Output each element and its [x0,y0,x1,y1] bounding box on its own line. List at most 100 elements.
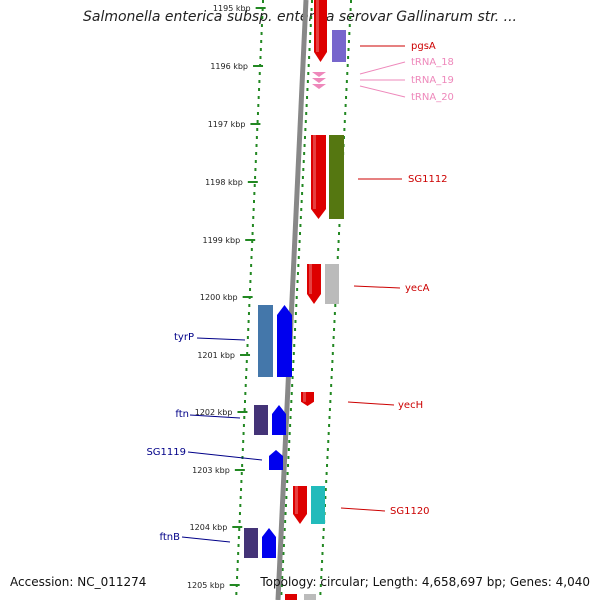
track-dot [286,472,289,475]
track-dot [255,152,258,155]
gene-label-yech[interactable]: yecH [398,400,423,411]
track-dot [250,248,253,251]
track-dot [321,544,324,547]
track-dot [257,96,260,99]
gene-block-gray[interactable] [304,594,316,600]
track-dot [260,32,263,35]
gene-block-darkpurple[interactable] [244,528,258,558]
gene-label-ftnb[interactable]: ftnB [160,532,181,543]
gene-highlight [313,135,316,209]
gene-block-red[interactable] [285,594,297,600]
gene-block-darkpurple[interactable] [254,405,268,435]
track-dot [247,328,250,331]
gene-sg1120[interactable] [293,486,307,524]
track-dot [330,384,333,387]
track-dot [260,40,263,43]
track-dot [236,568,239,571]
track-dot [325,472,328,475]
track-dot [256,112,259,115]
track-dot [334,304,337,307]
track-dot [251,224,254,227]
trna-feature[interactable] [312,78,326,83]
track-dot [346,64,349,67]
track-dot [326,464,329,467]
trna-feature[interactable] [312,84,326,89]
track-dot [255,136,258,139]
gene-block-cyan[interactable] [311,486,325,524]
gene-block-steelblue[interactable] [258,305,273,377]
track-dot [304,120,307,123]
gene-highlight [303,392,306,402]
track-dot [348,24,351,27]
gene-yeca[interactable] [307,264,321,304]
track-dot [255,144,258,147]
label-leader-line [347,401,395,406]
gene-label-trna-20[interactable]: tRNA_20 [411,92,454,103]
kbp-tick-label: 1196 kbp [210,62,248,71]
kbp-tick-label: 1199 kbp [202,236,240,245]
gene-block-gray[interactable] [325,264,339,304]
track-dot [247,312,250,315]
kbp-tick-label: 1197 kbp [208,120,246,129]
track-dot [288,440,291,443]
track-dot [295,304,298,307]
track-dot [329,400,332,403]
gene-ftnb[interactable] [262,528,276,558]
track-dot [345,80,348,83]
track-dot [330,368,333,371]
track-dot [246,344,249,347]
gene-label-sg1120[interactable]: SG1120 [390,506,430,517]
track-dot [347,56,350,59]
gene-label-pgsa[interactable]: pgsA [411,41,436,52]
gene-sg1119[interactable] [269,450,283,470]
gene-ftn[interactable] [272,405,286,435]
track-dot [242,424,245,427]
gene-yech[interactable] [301,392,314,406]
track-dot [280,592,283,595]
gene-label-yeca[interactable]: yecA [405,283,430,294]
kbp-tick-label: 1202 kbp [195,408,233,417]
track-dot [322,528,325,531]
track-dot [329,392,332,395]
track-dot [282,560,285,563]
track-dot [249,272,252,275]
track-dot [291,376,294,379]
track-dot [289,424,292,427]
label-leader-line [340,507,386,512]
track-dot [258,80,261,83]
track-dot [282,544,285,547]
track-dot [345,96,348,99]
gene-block-purple[interactable] [332,30,346,62]
gene-pgsa[interactable] [314,0,327,62]
track-dot [328,408,331,411]
gene-label-trna-18[interactable]: tRNA_18 [411,57,454,68]
track-dot [298,240,301,243]
gene-tyrp[interactable] [277,305,292,377]
track-dot [249,288,252,291]
gene-label-trna-19[interactable]: tRNA_19 [411,75,454,86]
track-dot [286,480,289,483]
track-dot [292,360,295,363]
kbp-tick-label: 1198 kbp [205,178,243,187]
gene-label-sg1119[interactable]: SG1119 [146,447,186,458]
gene-block-olive[interactable] [329,135,344,219]
track-dot [346,72,349,75]
track-dot [306,80,309,83]
track-dot [293,344,296,347]
trna-feature[interactable] [312,72,326,77]
track-dot [284,512,287,515]
gene-label-ftn[interactable]: ftn [175,409,189,420]
gene-label-sg1112[interactable]: SG1112 [408,174,448,185]
track-dot [252,208,255,211]
gene-label-tyrp[interactable]: tyrP [174,332,194,343]
gene-sg1112[interactable] [311,135,326,219]
track-dot [300,200,303,203]
track-dot [283,536,286,539]
label-leader-line [359,85,406,98]
gene-highlight [309,264,312,294]
track-dot [292,352,295,355]
track-dot [257,104,260,107]
track-dot [343,120,346,123]
track-dot [296,280,299,283]
